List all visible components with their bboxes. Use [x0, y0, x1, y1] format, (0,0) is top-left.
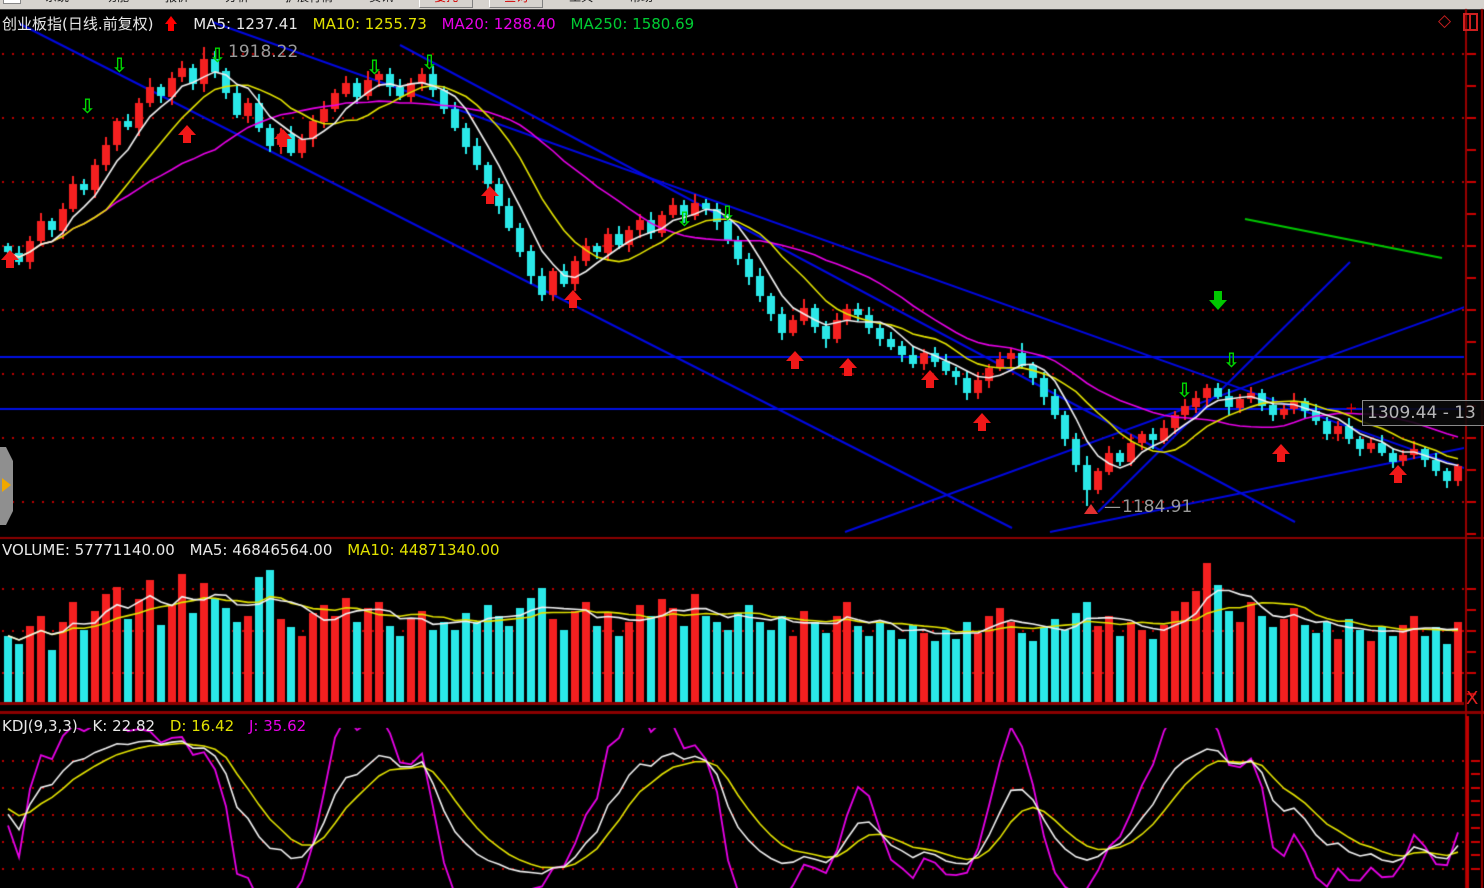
volume-header: VOLUME: 57771140.00 MA5: 46846564.00 MA1…: [2, 541, 510, 559]
trough-price-label: —1184.91: [1104, 497, 1193, 517]
up-arrow-icon: [165, 16, 178, 31]
sell-signal-arrow: ⇩: [111, 53, 128, 77]
sell-signal-arrow: ⇩: [366, 55, 383, 79]
volume-value: VOLUME: 57771140.00: [2, 541, 175, 559]
kdj-j-value: J: 35.62: [248, 717, 307, 735]
expand-arrow-icon: [2, 478, 11, 492]
volume-ma10-value: MA10: 44871340.00: [347, 541, 500, 559]
drawing-anchor-icon: +: [1345, 399, 1358, 417]
sell-signal-arrow: ⇩: [79, 94, 96, 118]
symbol-title: 创业板指(日线.前复权): [2, 15, 154, 33]
ma5-value: MA5: 1237.41: [193, 15, 298, 33]
main-chart-header: 创业板指(日线.前复权) MA5: 1237.41 MA10: 1255.73 …: [2, 13, 704, 34]
diamond-icon[interactable]: ◇: [1438, 11, 1452, 31]
sell-signal-arrow: ⇩: [676, 207, 693, 231]
sell-signal-arrow: ⇩: [421, 50, 438, 74]
sidebar-expand-handle[interactable]: [0, 447, 13, 525]
sell-signal-arrow: ⇩: [719, 201, 736, 225]
kdj-k-value: K: 22.82: [92, 717, 156, 735]
kdj-d-value: D: 16.42: [169, 717, 235, 735]
peak-price-label: 1918.22: [228, 42, 299, 62]
price-range-tooltip: 1309.44 - 13: [1362, 400, 1484, 426]
kdj-name: KDJ(9,3,3): [2, 717, 78, 735]
volume-ma5-value: MA5: 46846564.00: [189, 541, 333, 559]
trough-marker-icon: [1084, 504, 1098, 514]
sell-signal-arrow: ⇩: [1176, 378, 1193, 402]
close-indicator-icon[interactable]: X: [1466, 688, 1479, 709]
ma250-value: MA250: 1580.69: [570, 15, 695, 33]
ma10-value: MA10: 1255.73: [312, 15, 427, 33]
sell-signal-arrow: ⇩: [209, 43, 226, 67]
sell-signal-arrow: ⇩: [1223, 348, 1240, 372]
split-window-icon[interactable]: [1463, 13, 1478, 31]
ma20-value: MA20: 1288.40: [441, 15, 556, 33]
kdj-header: KDJ(9,3,3) K: 22.82 D: 16.42 J: 35.62: [2, 717, 316, 735]
